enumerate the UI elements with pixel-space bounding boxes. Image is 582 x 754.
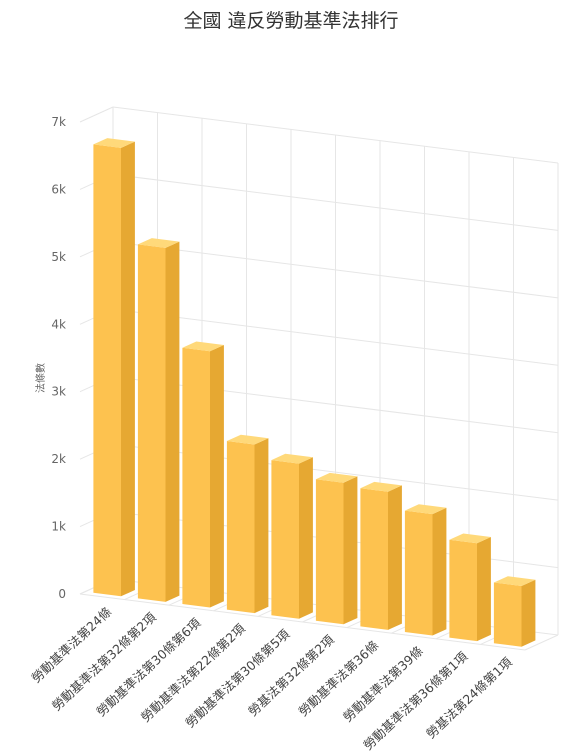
bar[interactable] xyxy=(226,434,269,614)
y-tick-label: 4k xyxy=(51,317,66,331)
bar-top-face xyxy=(493,576,536,586)
bar-side-face xyxy=(210,345,224,608)
bar-front-face xyxy=(226,441,255,614)
bar[interactable] xyxy=(360,481,402,630)
bar-top-face xyxy=(315,472,358,483)
bar[interactable] xyxy=(404,504,447,636)
side-gridline xyxy=(79,106,114,123)
bar-side-face xyxy=(254,438,269,614)
x-category-label: 勞基法第32條第2項 xyxy=(245,632,337,719)
bar[interactable] xyxy=(137,238,180,602)
y-tick-label: 2k xyxy=(51,452,66,466)
bar-side-face xyxy=(388,485,402,630)
bar[interactable] xyxy=(493,576,536,647)
bar-top-face xyxy=(137,238,180,248)
bar-front-face xyxy=(315,479,344,625)
bar-top-face xyxy=(93,138,135,148)
bar-top-face xyxy=(360,481,402,492)
y-tick-label: 3k xyxy=(51,385,66,399)
bar-side-face xyxy=(299,457,313,619)
bar-top-face xyxy=(226,434,269,445)
bar-side-face xyxy=(432,507,447,636)
bar-layer xyxy=(93,138,536,647)
bar-side-face xyxy=(121,141,135,597)
bar[interactable] xyxy=(93,138,135,597)
bar-top-face xyxy=(182,341,224,352)
y-axis-title: 法條數 xyxy=(34,363,47,393)
bar-front-face xyxy=(360,488,388,630)
axis-layer: 0 1k 2k 3k 4k 5k 6k 7k 法條數 xyxy=(34,115,66,601)
bar-top-face xyxy=(271,453,313,464)
y-tick-label: 7k xyxy=(51,115,66,129)
floor-gridline xyxy=(524,634,559,651)
bar-side-face xyxy=(165,241,180,602)
bar-front-face xyxy=(449,539,477,642)
bar-front-face xyxy=(493,582,522,647)
y-tick-label: 1k xyxy=(51,520,66,534)
bar-front-face xyxy=(271,460,299,619)
bar[interactable] xyxy=(315,472,358,625)
bar[interactable] xyxy=(271,453,313,619)
bar-front-face xyxy=(404,510,433,636)
bar-front-face xyxy=(137,244,166,602)
bar-top-face xyxy=(449,533,491,544)
chart-title: 全國 違反勞動基準法排行 xyxy=(183,10,399,32)
bar-side-face xyxy=(521,579,536,647)
bar-top-face xyxy=(404,504,447,515)
y-tick-label: 0 xyxy=(58,587,66,601)
bar[interactable] xyxy=(182,341,224,608)
bar-side-face xyxy=(477,537,491,642)
y-tick-label: 5k xyxy=(51,250,66,264)
floor-front-edge xyxy=(79,593,526,651)
bar-side-face xyxy=(343,476,358,625)
x-category-label: 勞基法第24條第1項 xyxy=(423,654,515,741)
bar[interactable] xyxy=(449,533,491,642)
bar-front-face xyxy=(93,144,121,597)
bar-front-face xyxy=(182,347,210,608)
y-tick-label: 6k xyxy=(51,182,66,196)
